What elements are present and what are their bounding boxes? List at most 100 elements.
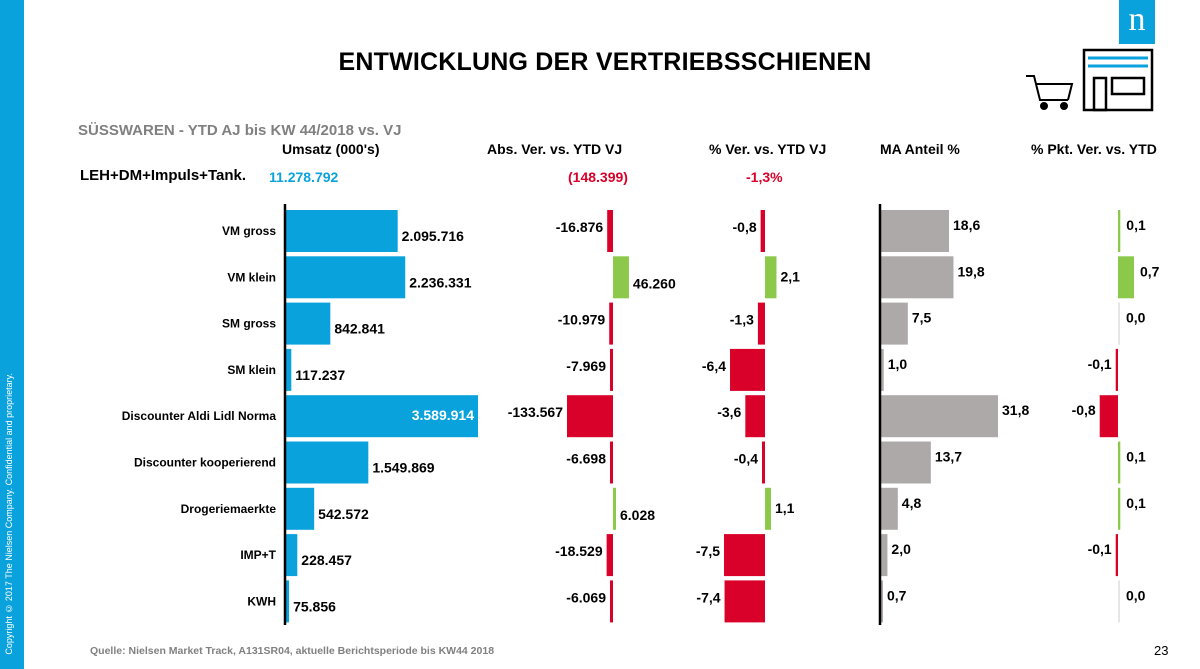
value-label-pct: 1,1 bbox=[775, 500, 795, 516]
bar-pkt bbox=[1099, 395, 1118, 438]
bar-abs bbox=[610, 441, 613, 484]
value-label-ma: 18,6 bbox=[953, 217, 980, 233]
bar-pct bbox=[762, 441, 765, 484]
total-abs: (148.399) bbox=[568, 169, 628, 185]
category-label: Discounter Aldi Lidl Norma bbox=[122, 409, 277, 423]
bar-pct bbox=[724, 580, 765, 623]
bar-abs bbox=[610, 348, 613, 391]
category-label: VM klein bbox=[227, 270, 276, 284]
value-label-pkt: -0,1 bbox=[1088, 356, 1112, 372]
bar-abs bbox=[610, 580, 613, 623]
value-label-umsatz: 842.841 bbox=[334, 321, 385, 337]
value-label-pkt: 0,1 bbox=[1126, 449, 1146, 465]
value-label-abs: -7.969 bbox=[566, 358, 606, 374]
bar-pkt bbox=[1115, 348, 1118, 391]
bar-pkt bbox=[1118, 580, 1120, 623]
total-pct: -1,3% bbox=[746, 169, 783, 185]
value-label-pct: -6,4 bbox=[702, 358, 726, 374]
bar-abs bbox=[607, 210, 613, 252]
category-label: KWH bbox=[247, 594, 276, 608]
total-umsatz: 11.278.792 bbox=[269, 169, 339, 185]
value-label-umsatz: 228.457 bbox=[301, 552, 352, 568]
value-label-abs: -133.567 bbox=[508, 404, 563, 420]
bar-ma bbox=[880, 210, 950, 252]
bar-ma bbox=[880, 302, 908, 345]
bar-umsatz bbox=[285, 256, 406, 299]
bar-umsatz bbox=[285, 580, 290, 623]
bar-pct bbox=[765, 487, 772, 530]
col-head-abs: Abs. Ver. vs. YTD VJ bbox=[487, 141, 623, 157]
value-label-ma: 19,8 bbox=[957, 263, 984, 279]
value-label-umsatz: 542.572 bbox=[318, 506, 369, 522]
bar-ma bbox=[880, 256, 954, 299]
value-label-pkt: 0,0 bbox=[1126, 310, 1146, 326]
bar-pct bbox=[760, 210, 765, 252]
bar-umsatz bbox=[285, 348, 292, 391]
value-label-pct: -1,3 bbox=[730, 312, 754, 328]
bar-pct bbox=[765, 256, 777, 299]
bar-pct bbox=[724, 534, 765, 577]
category-label: VM gross bbox=[222, 224, 276, 238]
bar-abs bbox=[606, 534, 613, 577]
value-label-pct: 2,1 bbox=[780, 268, 800, 284]
value-label-abs: -6.069 bbox=[566, 589, 606, 605]
value-label-umsatz: 2.236.331 bbox=[409, 274, 471, 290]
bar-pkt bbox=[1115, 534, 1118, 577]
value-label-abs: -18.529 bbox=[555, 543, 603, 559]
value-label-umsatz: 3.589.914 bbox=[412, 407, 474, 423]
bar-pct bbox=[745, 395, 765, 438]
value-label-pkt: 0,0 bbox=[1126, 587, 1146, 603]
value-label-pct: -0,4 bbox=[734, 451, 758, 467]
value-label-ma: 7,5 bbox=[912, 310, 932, 326]
value-label-ma: 1,0 bbox=[888, 356, 908, 372]
value-label-abs: -6.698 bbox=[566, 451, 606, 467]
subtitle: SÜSSWAREN - YTD AJ bis KW 44/2018 vs. VJ bbox=[78, 122, 402, 139]
category-label: SM klein bbox=[227, 363, 276, 377]
value-label-pct: -7,5 bbox=[696, 543, 720, 559]
bar-ma bbox=[880, 348, 884, 391]
bar-pct bbox=[757, 302, 765, 345]
bar-umsatz bbox=[285, 441, 369, 484]
value-label-pkt: -0,8 bbox=[1072, 402, 1096, 418]
col-head-pkt: % Pkt. Ver. vs. YTD bbox=[1031, 141, 1157, 157]
value-label-pkt: -0,1 bbox=[1088, 541, 1112, 557]
shopping-cart-icon bbox=[1026, 75, 1074, 110]
bar-ma bbox=[880, 487, 898, 530]
page-title: ENTWICKLUNG DER VERTRIEBSSCHIENEN bbox=[338, 48, 872, 76]
col-head-pct: % Ver. vs. YTD VJ bbox=[709, 141, 827, 157]
value-label-abs: 46.260 bbox=[633, 275, 676, 291]
value-label-umsatz: 2.095.716 bbox=[402, 228, 464, 244]
total-label: LEH+DM+Impuls+Tank. bbox=[80, 167, 247, 184]
value-label-pkt: 0,7 bbox=[1140, 263, 1160, 279]
bar-umsatz bbox=[285, 302, 331, 345]
value-label-abs: -10.979 bbox=[558, 312, 606, 328]
category-label: Drogeriemaerkte bbox=[181, 502, 277, 516]
bar-abs bbox=[613, 256, 629, 299]
bar-pct bbox=[730, 348, 765, 391]
bar-ma bbox=[880, 580, 883, 623]
bar-pkt bbox=[1118, 256, 1134, 299]
value-label-umsatz: 117.237 bbox=[295, 367, 345, 383]
bar-umsatz bbox=[285, 534, 298, 577]
value-label-ma: 13,7 bbox=[935, 449, 962, 465]
bar-ma bbox=[880, 534, 888, 577]
source-note: Quelle: Nielsen Market Track, A131SR04, … bbox=[90, 645, 495, 657]
bar-abs bbox=[567, 395, 613, 438]
side-strip: Copyright © 2017 The Nielsen Company. Co… bbox=[0, 0, 24, 669]
value-label-pkt: 0,1 bbox=[1126, 217, 1146, 233]
value-label-abs: 6.028 bbox=[620, 507, 655, 523]
logo-n-icon: n bbox=[1119, 0, 1155, 44]
bar-ma bbox=[880, 395, 998, 438]
bar-pkt bbox=[1118, 487, 1121, 530]
bar-pkt bbox=[1118, 210, 1121, 252]
value-label-ma: 2,0 bbox=[891, 541, 911, 557]
bar-ma bbox=[880, 441, 931, 484]
value-label-ma: 0,7 bbox=[887, 587, 907, 603]
bar-umsatz bbox=[285, 210, 398, 252]
bar-abs bbox=[613, 487, 616, 530]
value-label-ma: 31,8 bbox=[1002, 402, 1029, 418]
bar-abs bbox=[609, 302, 613, 345]
page-number: 23 bbox=[1154, 643, 1169, 658]
bar-umsatz bbox=[285, 487, 315, 530]
